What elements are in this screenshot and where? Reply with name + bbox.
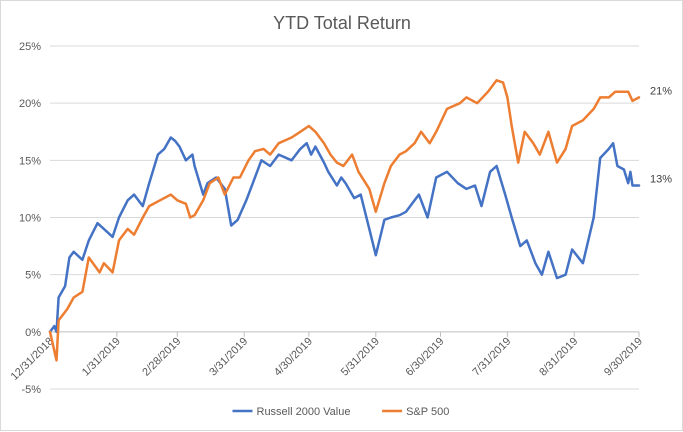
end-value-label: 13% [650,173,672,185]
chart-title: YTD Total Return [273,13,411,33]
legend-entry: S&P 500 [406,406,449,418]
y-tick-label: -5% [21,384,41,396]
y-tick-label: 15% [19,155,41,167]
x-tick-label: 1/31/2019 [80,335,123,378]
y-tick-label: 20% [19,98,41,110]
y-axis-tick-labels: -5% 0% 5% 10% 15% 20% 25% [19,41,41,396]
gridlines [50,45,639,390]
series-lines [48,79,641,362]
x-axis: 12/31/2018 1/31/2019 2/28/2019 3/31/2019 4/3… [9,331,645,383]
x-tick-label: 7/31/2019 [470,335,513,378]
x-tick-label: 5/31/2019 [339,335,382,378]
x-tick-label: 6/30/2019 [404,335,447,378]
y-tick-label: 10% [19,213,41,225]
end-value-label: 21% [650,85,672,97]
x-tick-label: 4/30/2019 [272,335,315,378]
x-tick-label: 2/28/2019 [140,335,183,378]
legend-entry: Russell 2000 Value [257,406,351,418]
y-tick-label: 25% [19,41,41,53]
series-line [48,79,641,362]
y-tick-label: 5% [25,270,41,282]
end-labels: 21% 13% [650,85,672,185]
legend: Russell 2000 Value S&P 500 [232,406,449,418]
x-tick-label: 8/31/2019 [537,335,580,378]
series-line [48,136,641,334]
x-tick-label: 9/30/2019 [602,335,645,378]
y-tick-label: 0% [25,327,41,339]
x-tick-label: 12/31/2018 [9,335,56,382]
x-tick-label: 3/31/2019 [207,335,250,378]
